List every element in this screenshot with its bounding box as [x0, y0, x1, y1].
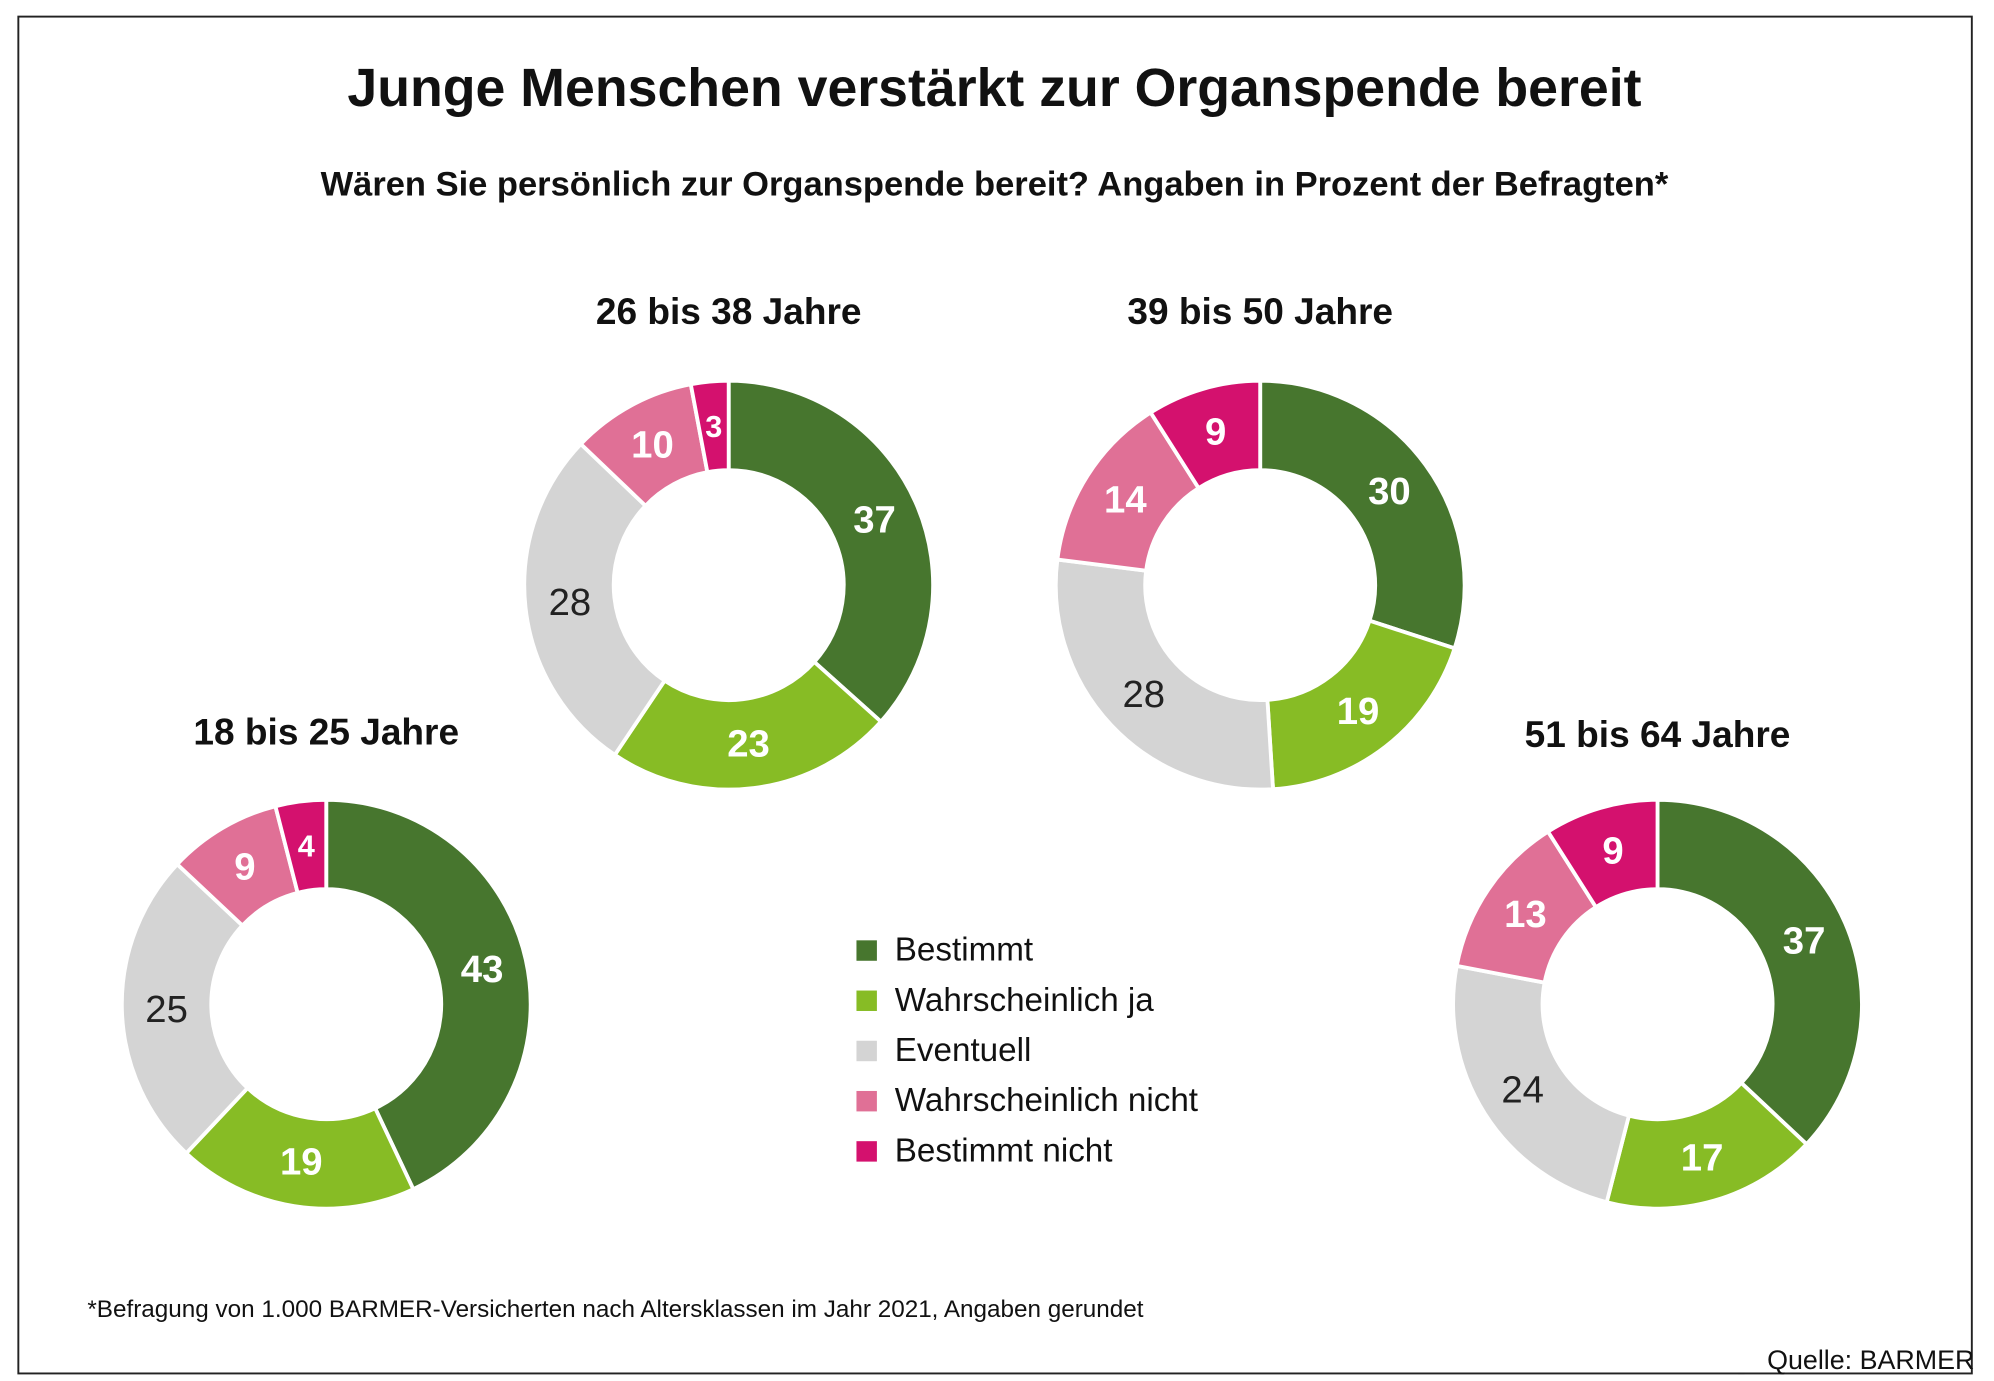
donut-slice: [1148, 378, 1263, 491]
data-label: 4: [298, 829, 315, 863]
donut-slice: [1258, 378, 1467, 651]
source: Quelle: BARMER: [1767, 1345, 1974, 1375]
donut-title: 26 bis 38 Jahre: [596, 290, 862, 332]
data-label: 9: [1205, 410, 1226, 453]
data-label: 9: [1602, 830, 1623, 873]
data-label: 24: [1501, 1068, 1544, 1111]
data-label: 37: [853, 499, 896, 542]
legend-label: Wahrscheinlich ja: [895, 982, 1154, 1019]
footnote: *Befragung von 1.000 BARMER-Versicherten…: [87, 1296, 1143, 1323]
data-label: 3: [705, 410, 722, 444]
data-label: 28: [1122, 673, 1165, 716]
donut-title: 39 bis 50 Jahre: [1127, 290, 1393, 332]
legend-swatch: [856, 1090, 877, 1112]
donut-slice: [522, 441, 668, 758]
donut-slice: [1053, 557, 1276, 792]
frame: [17, 15, 1973, 1375]
chart-subtitle: Wären Sie persönlich zur Organspende ber…: [321, 166, 1669, 204]
donut-slice: [726, 378, 936, 725]
data-label: 10: [631, 424, 674, 467]
legend-swatch: [856, 1141, 877, 1162]
legend-swatch: [856, 990, 877, 1011]
donut-slice: [1604, 1080, 1810, 1211]
data-label: 19: [1337, 690, 1380, 733]
legend-label: Bestimmt: [895, 932, 1033, 969]
data-label: 14: [1104, 478, 1147, 521]
legend-label: Eventuell: [895, 1032, 1032, 1069]
donut-slice: [1655, 797, 1864, 1147]
donut-title: 18 bis 25 Jahre: [193, 710, 459, 752]
data-label: 17: [1681, 1136, 1724, 1179]
data-label: 30: [1368, 470, 1411, 513]
donut-title: 51 bis 64 Jahre: [1525, 713, 1791, 755]
donut-slice: [1265, 618, 1458, 792]
donut-slice: [612, 659, 884, 792]
legend-label: Wahrscheinlich nicht: [895, 1082, 1198, 1119]
donut-slice: [273, 797, 329, 896]
data-label: 43: [461, 948, 504, 991]
donut-slice: [119, 861, 251, 1156]
chart-title: Junge Menschen verstärkt zur Organspende…: [347, 58, 1641, 118]
legend-swatch: [856, 1040, 877, 1062]
data-label: 28: [549, 581, 592, 624]
donut-slice: [688, 378, 731, 475]
donut-slice: [1545, 797, 1660, 910]
donut-slice: [183, 1085, 416, 1211]
legend-label: Bestimmt nicht: [895, 1132, 1113, 1169]
donut-slice: [324, 797, 533, 1192]
data-label: 37: [1783, 919, 1826, 962]
data-label: 9: [234, 845, 255, 888]
data-label: 13: [1504, 893, 1547, 936]
data-label: 19: [280, 1141, 323, 1184]
data-label: 23: [727, 722, 770, 765]
legend-swatch: [856, 940, 877, 961]
donut-slice: [1451, 963, 1632, 1205]
data-label: 25: [145, 988, 188, 1031]
